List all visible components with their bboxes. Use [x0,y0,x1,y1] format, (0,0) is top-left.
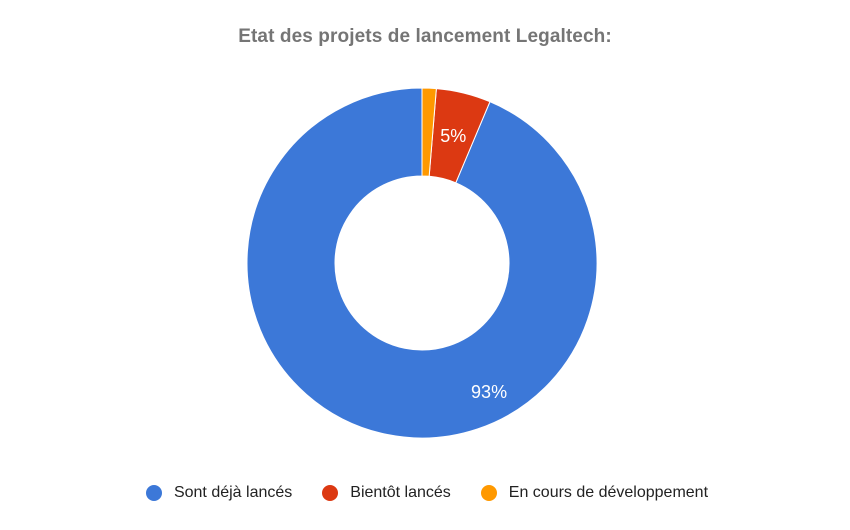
legend-swatch-0 [145,485,162,501]
legend-swatch-1 [322,485,339,501]
chart-title: Etat des projets de lancement Legaltech: [238,26,612,47]
legend-swatch-2 [480,485,497,501]
donut-chart: 93% 5% [246,87,598,439]
legend-label-0: Sont déjà lancés [173,484,293,501]
legend-item-2[interactable]: En cours de développement [480,484,709,502]
slice-label-1: 5% [440,126,466,146]
legend-label-1: Bientôt lancés [350,484,451,501]
legend-item-0[interactable]: Sont déjà lancés [145,484,293,502]
legend-item-1[interactable]: Bientôt lancés [322,484,451,502]
slice-label-0: 93% [471,382,507,402]
legend-label-2: En cours de développement [508,484,709,501]
donut-slice-0[interactable] [246,87,598,439]
donut-slice-2[interactable] [421,87,437,177]
chart-legend: Sont déjà lancés Bientôt lancés En cours d… [0,484,850,502]
